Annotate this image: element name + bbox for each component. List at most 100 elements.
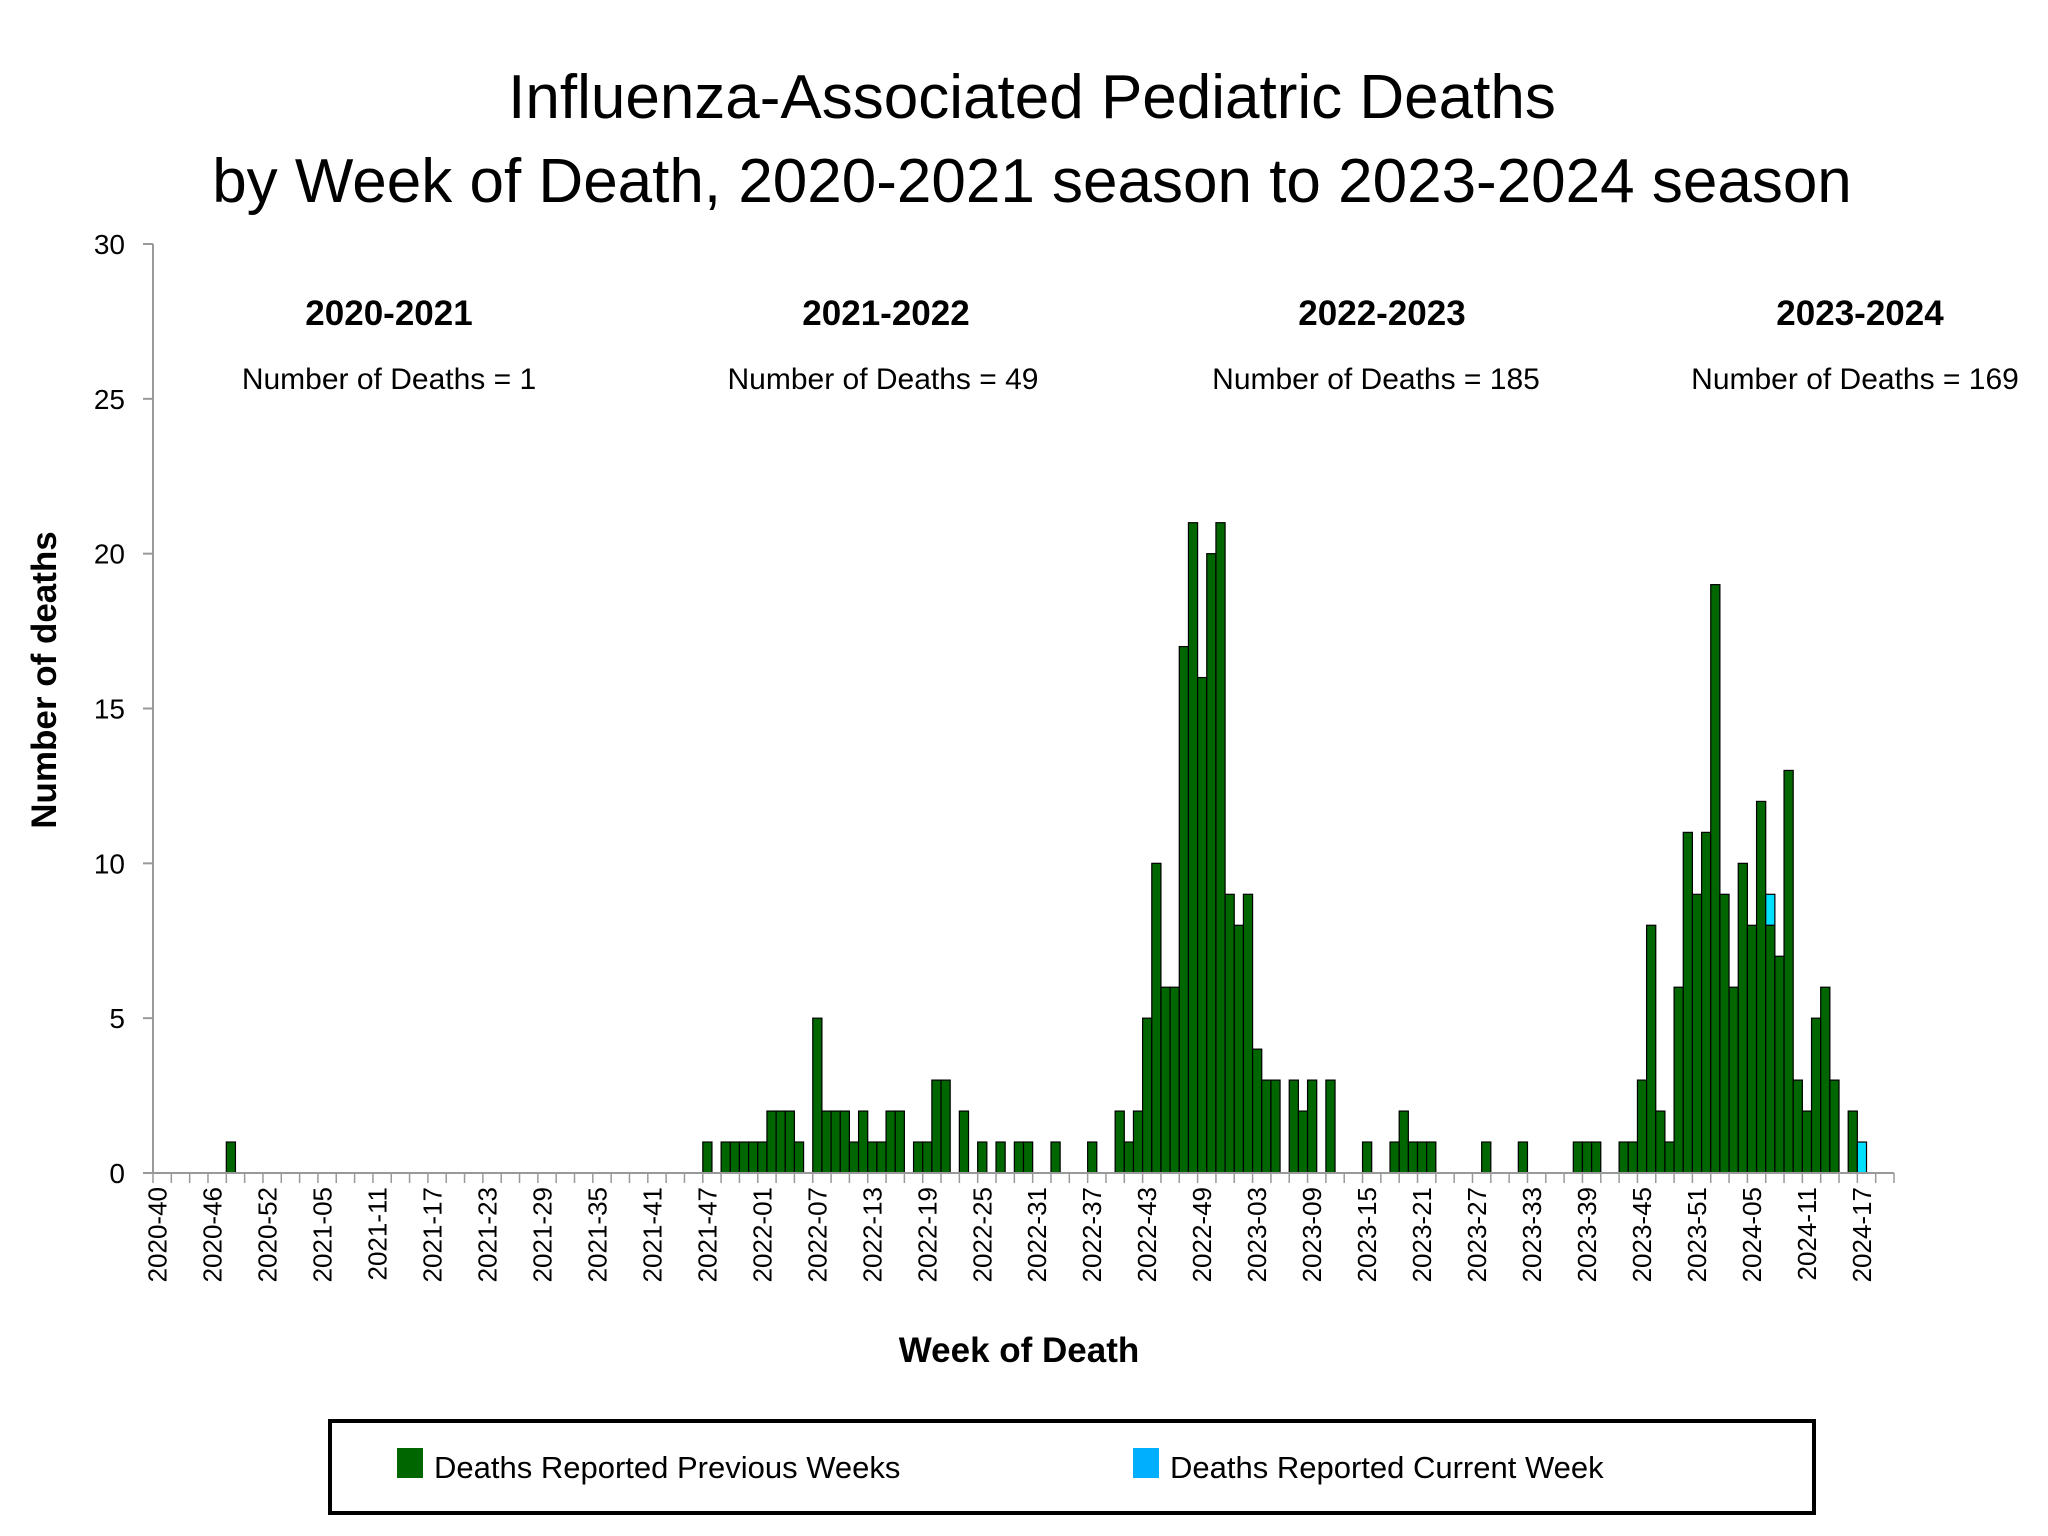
- x-tick-label: 2024-17: [1847, 1187, 1877, 1282]
- bar-previous-2023-05: [1270, 1079, 1281, 1174]
- legend-label-current: Deaths Reported Current Week: [1170, 1450, 1604, 1485]
- bar-previous-2024-14: [1829, 1079, 1840, 1174]
- y-tick-label: 5: [109, 1003, 125, 1034]
- bar-previous-2022-11: [848, 1141, 860, 1174]
- bar-previous-2020-48: [225, 1141, 237, 1174]
- bar-previous-2023-08: [1297, 1110, 1309, 1174]
- bar-previous-2021-50: [729, 1141, 741, 1174]
- x-tick-label: 2021-23: [472, 1187, 502, 1282]
- bar-previous-2023-09: [1306, 1079, 1318, 1174]
- bar-previous-2024-16: [1847, 1110, 1858, 1174]
- bar-previous-2023-15: [1361, 1141, 1373, 1174]
- bar-previous-2022-25: [977, 1141, 988, 1174]
- bar-previous-2023-44: [1627, 1141, 1639, 1174]
- x-tick-label: 2021-11: [362, 1187, 392, 1281]
- x-tick-label: 2022-37: [1077, 1187, 1107, 1282]
- bar-previous-2024-03: [1728, 986, 1739, 1174]
- x-tick-label: 2021-29: [527, 1187, 557, 1282]
- x-tick-label: 2022-13: [857, 1187, 887, 1282]
- legend-label-previous: Deaths Reported Previous Weeks: [434, 1450, 900, 1485]
- chart-title-line-2: by Week of Death, 2020-2021 season to 20…: [212, 147, 1852, 216]
- bar-previous-2022-23: [958, 1110, 970, 1174]
- bar-previous-2024-11: [1801, 1110, 1813, 1174]
- y-tick-label: 0: [109, 1158, 125, 1189]
- x-tick-label: 2023-03: [1242, 1187, 1272, 1282]
- bar-previous-2023-50: [1682, 831, 1694, 1174]
- bar-previous-2022-44: [1151, 862, 1162, 1174]
- x-tick-label: 2022-01: [747, 1187, 777, 1282]
- bar-previous-2021-47: [702, 1141, 713, 1174]
- bar-previous-2023-21: [1416, 1141, 1428, 1174]
- x-tick-label: 2020-52: [253, 1187, 283, 1282]
- bar-previous-2023-28: [1481, 1141, 1492, 1174]
- bar-previous-2024-06: [1755, 800, 1767, 1174]
- bar-previous-2024-01: [1710, 584, 1721, 1174]
- bar-previous-2023-07: [1288, 1079, 1299, 1174]
- y-tick-label: 15: [94, 694, 125, 725]
- y-tick-label: 25: [94, 384, 125, 415]
- bar-previous-2022-27: [995, 1141, 1006, 1174]
- y-tick-label: 20: [94, 539, 125, 570]
- bar-previous-2022-07: [812, 1017, 823, 1174]
- season-label-2022-2023: 2022-2023: [1298, 294, 1465, 333]
- bar-previous-2023-38: [1572, 1141, 1584, 1174]
- bar-previous-2023-46: [1645, 924, 1657, 1174]
- x-tick-label: 2022-19: [912, 1187, 942, 1282]
- bar-previous-2023-11: [1325, 1079, 1336, 1174]
- bar-previous-2024-13: [1820, 986, 1831, 1174]
- bar-previous-2022-37: [1087, 1141, 1098, 1174]
- bar-previous-2022-10: [839, 1110, 850, 1174]
- season-count-2022-2023: Number of Deaths = 185: [1212, 363, 1540, 396]
- bar-previous-2022-52: [1224, 893, 1235, 1174]
- bar-previous-2021-49: [720, 1141, 731, 1174]
- x-tick-label: 2022-07: [802, 1187, 832, 1282]
- bar-previous-2023-20: [1407, 1141, 1419, 1174]
- bar-previous-2022-14: [876, 1141, 887, 1174]
- bar-previous-2023-22: [1426, 1141, 1437, 1174]
- bar-previous-2024-04: [1737, 862, 1748, 1174]
- bar-previous-2023-43: [1618, 1141, 1629, 1174]
- bar-previous-2022-20: [931, 1079, 942, 1174]
- bar-previous-2022-29: [1013, 1141, 1025, 1174]
- bar-previous-2023-39: [1581, 1141, 1593, 1174]
- bar-previous-2022-04: [784, 1110, 796, 1174]
- x-tick-label: 2020-46: [198, 1187, 228, 1282]
- bar-previous-2022-50: [1206, 553, 1217, 1174]
- bar-previous-2022-49: [1196, 676, 1208, 1174]
- bar-previous-2023-47: [1655, 1110, 1666, 1174]
- bar-previous-2022-47: [1178, 645, 1190, 1174]
- bar-previous-2021-52: [748, 1141, 759, 1174]
- x-axis-title: Week of Death: [899, 1331, 1140, 1370]
- bar-previous-2022-15: [885, 1110, 896, 1174]
- bar-previous-2022-42: [1132, 1110, 1144, 1174]
- x-tick-label: 2023-45: [1627, 1187, 1657, 1282]
- bar-previous-2022-46: [1169, 986, 1180, 1174]
- bar-previous-2022-09: [830, 1110, 841, 1174]
- bar-previous-2022-16: [894, 1110, 905, 1174]
- bar-previous-2022-03: [775, 1110, 786, 1174]
- x-tick-label: 2022-31: [1022, 1187, 1052, 1282]
- x-tick-label: 2023-51: [1682, 1187, 1712, 1282]
- bar-previous-2022-19: [922, 1141, 933, 1174]
- x-tick-label: 2021-05: [308, 1187, 338, 1282]
- legend-swatch-current: [1133, 1448, 1159, 1478]
- bar-previous-2022-41: [1123, 1141, 1135, 1174]
- bar-previous-2024-07: [1765, 924, 1776, 1174]
- bar-previous-2023-02: [1242, 893, 1254, 1174]
- x-tick-label: 2021-41: [637, 1187, 667, 1282]
- bar-previous-2022-51: [1215, 522, 1226, 1174]
- bar-previous-2023-51: [1691, 893, 1703, 1174]
- legend-box: [328, 1419, 1816, 1515]
- x-tick-label: 2024-11: [1792, 1187, 1822, 1281]
- bar-previous-2022-01: [757, 1141, 768, 1174]
- bar-previous-2022-45: [1160, 986, 1171, 1174]
- bar-previous-2023-04: [1261, 1079, 1272, 1174]
- bar-previous-2024-12: [1810, 1017, 1822, 1174]
- bar-previous-2024-05: [1746, 924, 1758, 1174]
- bar-previous-2022-48: [1187, 522, 1199, 1174]
- y-tick-label: 10: [94, 848, 125, 879]
- bar-previous-2023-45: [1636, 1079, 1648, 1174]
- bar-previous-2024-02: [1719, 893, 1730, 1174]
- season-count-2020-2021: Number of Deaths = 1: [242, 363, 536, 396]
- bar-previous-2022-21: [940, 1079, 951, 1174]
